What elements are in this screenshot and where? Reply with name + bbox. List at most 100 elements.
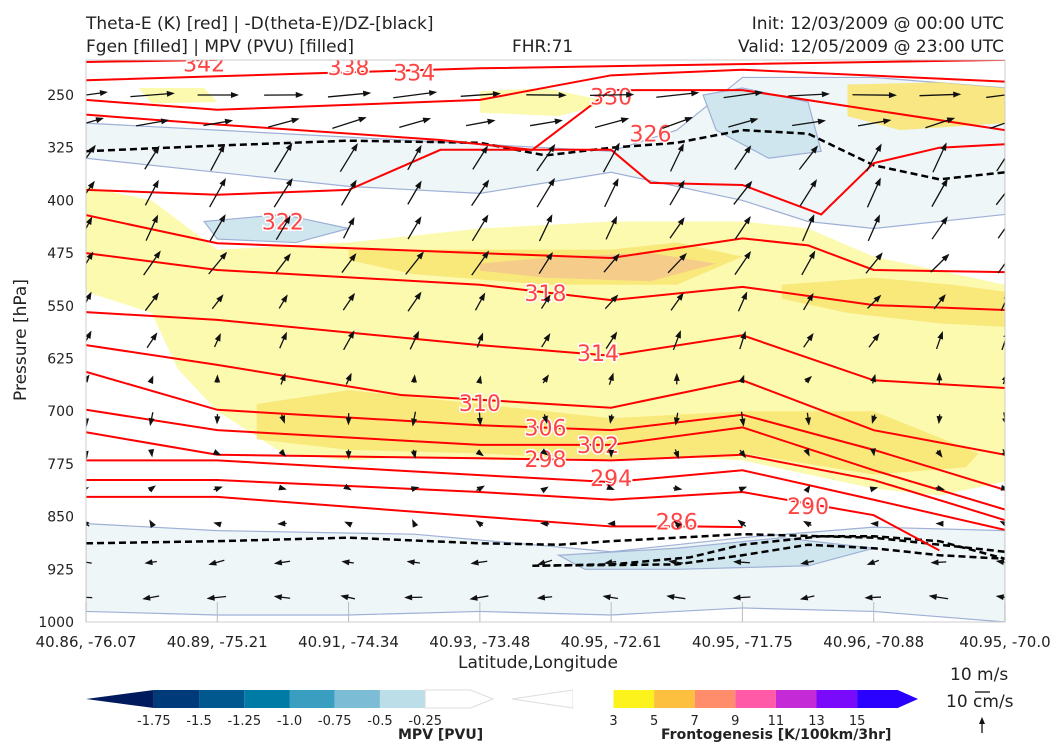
wind-arrow-head bbox=[142, 594, 151, 601]
wind-arrow-head bbox=[151, 214, 159, 224]
wind-arrow-shaft bbox=[1001, 338, 1005, 351]
y-tick-label: 775 bbox=[47, 457, 74, 473]
fgen-colorbar-segment bbox=[511, 689, 574, 709]
wind-arrow-head bbox=[741, 291, 748, 301]
mpv-colorbar-segment bbox=[153, 690, 200, 708]
wind-arrow-head bbox=[668, 559, 677, 566]
wind-arrow-head bbox=[540, 486, 549, 494]
theta-e-contour bbox=[86, 68, 1005, 111]
frontogenesis-region bbox=[479, 253, 717, 282]
wind-arrow-head bbox=[543, 294, 551, 303]
vector-key-vertical: 10 cm/s bbox=[946, 692, 1014, 712]
wind-arrow-head bbox=[1008, 180, 1015, 188]
wind-arrow-head bbox=[340, 594, 349, 601]
wind-arrow-head bbox=[410, 486, 420, 493]
wind-arrow-head bbox=[283, 215, 291, 225]
wind-arrow-head bbox=[487, 118, 496, 125]
theta-e-contour bbox=[86, 459, 1005, 531]
x-tick-label: 40.96, -70.88 bbox=[823, 633, 924, 651]
init-time: Init: 12/03/2009 @ 00:00 UTC bbox=[751, 14, 1004, 34]
wind-arrow-head bbox=[476, 485, 485, 493]
wind-arrow-head bbox=[803, 448, 810, 457]
fgen-colorbar-tick-label: 15 bbox=[849, 714, 866, 729]
wind-arrow-head bbox=[279, 415, 286, 424]
wind-arrow-head bbox=[546, 251, 553, 261]
wind-arrow-head bbox=[875, 143, 882, 152]
wind-arrow-head bbox=[295, 91, 304, 98]
wind-arrow-head bbox=[607, 520, 616, 527]
wind-arrow-head bbox=[214, 333, 221, 342]
fgen-colorbar-tick-label: 5 bbox=[650, 714, 658, 729]
plot-frame bbox=[85, 59, 1006, 623]
wind-arrow-head bbox=[481, 214, 489, 223]
stability-contour bbox=[86, 128, 1005, 181]
wind-arrow-head bbox=[677, 143, 684, 152]
wind-arrow-head bbox=[358, 116, 367, 123]
wind-arrow-head bbox=[604, 559, 613, 566]
wind-arrow-head bbox=[673, 520, 682, 529]
fgen-colorbar-tick-label: 3 bbox=[609, 714, 617, 729]
wind-arrow-shaft bbox=[997, 262, 1005, 274]
vector-key-horizontal: 10 m/s bbox=[950, 665, 1009, 685]
wind-arrow-head bbox=[216, 294, 224, 303]
theta-e-label: 322 bbox=[262, 210, 304, 235]
wind-arrow-head bbox=[539, 520, 549, 527]
wind-arrow-head bbox=[476, 417, 483, 426]
wind-arrow-head bbox=[469, 594, 478, 601]
x-tick-label: 40.91, -74.34 bbox=[298, 633, 399, 651]
wind-arrow-shaft bbox=[86, 561, 92, 564]
wind-arrow-head bbox=[285, 142, 293, 152]
wind-arrow-shaft bbox=[130, 92, 173, 98]
mpv-colorbar-tick-label: -0.75 bbox=[318, 714, 352, 729]
wind-arrow-head bbox=[937, 331, 944, 340]
plot-area: 342 338 3343303263223183143103063022982942… bbox=[86, 60, 1015, 622]
fgen-colorbar-segment bbox=[654, 690, 695, 708]
wind-arrow-head bbox=[873, 214, 880, 223]
wind-arrow-head bbox=[808, 250, 816, 259]
y-tick-label: 250 bbox=[47, 88, 74, 104]
wind-arrow-head bbox=[1002, 418, 1005, 424]
wind-arrow-head bbox=[543, 333, 551, 342]
wind-arrow-head bbox=[219, 177, 226, 187]
theta-e-contour bbox=[86, 479, 940, 552]
wind-arrow-head bbox=[673, 417, 680, 426]
wind-arrow-head bbox=[608, 415, 615, 424]
wind-arrow-head bbox=[278, 484, 287, 491]
wind-arrow-head bbox=[99, 90, 108, 97]
wind-arrow-head bbox=[160, 118, 170, 125]
wind-arrow-head bbox=[875, 252, 883, 261]
y-tick-label: 325 bbox=[47, 141, 74, 157]
wind-arrow-head bbox=[548, 177, 555, 187]
mpv-colorbar-segment bbox=[86, 690, 154, 708]
wind-arrow-head bbox=[347, 330, 355, 339]
wind-arrow-head bbox=[749, 117, 759, 124]
wind-arrow-head bbox=[410, 450, 417, 459]
wind-arrow-head bbox=[283, 253, 291, 262]
wind-arrow-head bbox=[738, 486, 748, 493]
wind-arrow-head bbox=[732, 594, 741, 601]
wind-arrow-head bbox=[279, 372, 286, 382]
wind-arrow-head bbox=[936, 485, 946, 491]
wind-arrow-head bbox=[406, 559, 415, 566]
wind-arrow-head bbox=[612, 253, 620, 262]
theta-e-label: 314 bbox=[577, 342, 619, 367]
wind-arrow-head bbox=[348, 216, 355, 226]
wind-arrow-head bbox=[808, 214, 815, 223]
wind-arrow-head bbox=[415, 180, 422, 190]
wind-arrow-head bbox=[428, 90, 438, 97]
valid-time: Valid: 12/05/2009 @ 23:00 UTC bbox=[738, 37, 1004, 57]
wind-arrow-head bbox=[799, 594, 809, 601]
theta-e-label: 334 bbox=[393, 62, 435, 87]
x-tick-label: 40.89, -75.21 bbox=[167, 633, 268, 651]
wind-arrow-shaft bbox=[393, 91, 436, 99]
wind-arrow-head bbox=[86, 291, 92, 301]
wind-arrow-head bbox=[738, 374, 745, 384]
wind-arrow-head bbox=[86, 330, 92, 340]
wind-arrow-head bbox=[864, 594, 873, 601]
wind-arrow-head bbox=[482, 179, 490, 188]
mpv-colorbar-segment bbox=[424, 689, 495, 709]
fgen-colorbar-segment bbox=[857, 690, 918, 708]
wind-arrow-head bbox=[536, 594, 546, 601]
wind-arrow-shaft bbox=[86, 91, 107, 96]
wind-arrow-head bbox=[953, 91, 962, 98]
